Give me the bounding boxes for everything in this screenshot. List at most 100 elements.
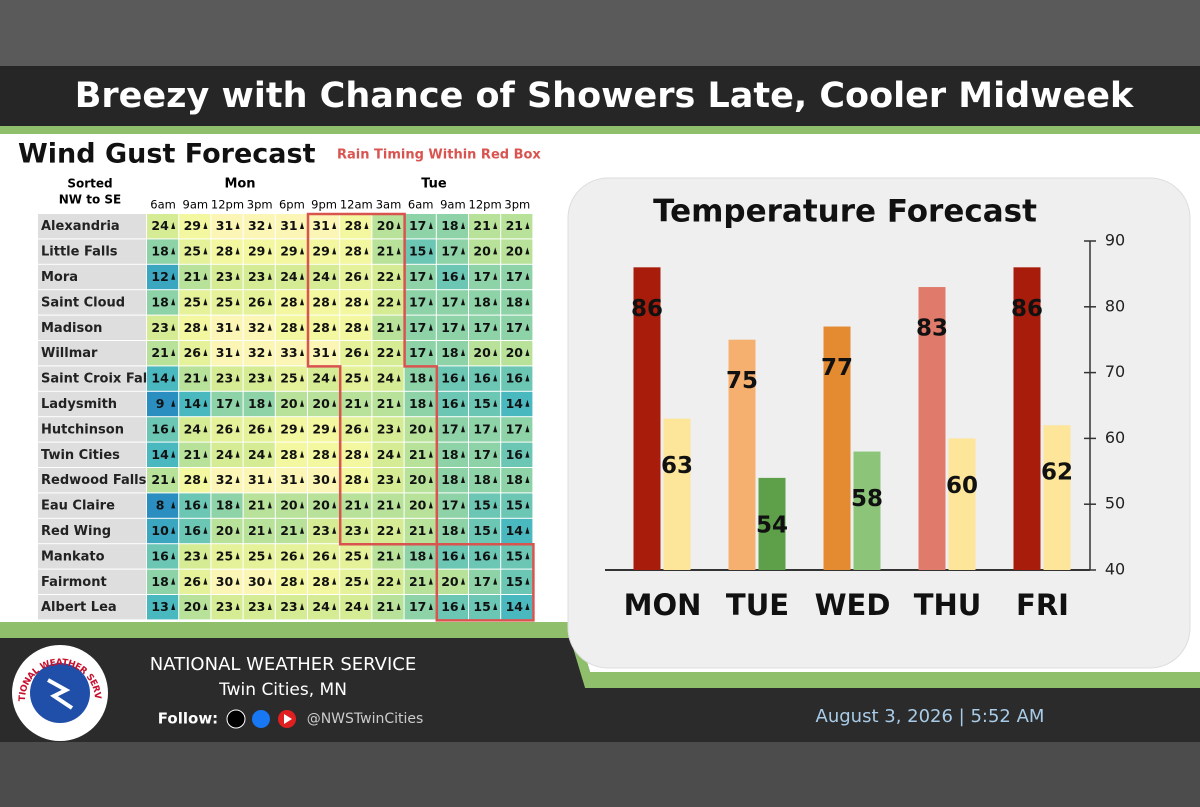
gust-value: 13 xyxy=(151,599,168,614)
wind-arrow xyxy=(203,323,208,331)
wind-arrow xyxy=(396,374,401,382)
gust-value: 16 xyxy=(441,371,459,386)
gust-value: 17 xyxy=(473,320,490,335)
title-bar xyxy=(0,66,1200,126)
gust-value: 25 xyxy=(345,371,362,386)
gust-value: 17 xyxy=(506,421,523,436)
wind-arrow xyxy=(396,298,401,306)
wind-arrow xyxy=(364,298,369,306)
gust-value: 29 xyxy=(184,218,201,233)
wind-arrow xyxy=(171,247,176,255)
gust-value: 26 xyxy=(248,421,266,436)
gust-value: 20 xyxy=(506,244,524,259)
x-icon[interactable] xyxy=(226,709,246,729)
wind-arrow xyxy=(300,323,304,331)
value-label: 86 xyxy=(1011,296,1043,322)
station-name: Fairmont xyxy=(41,575,107,590)
gust-value: 31 xyxy=(280,218,297,233)
wind-arrow xyxy=(396,501,401,509)
wind-arrow xyxy=(203,450,208,458)
wind-arrow xyxy=(525,222,530,229)
gust-value: 17 xyxy=(409,294,426,309)
gust-value: 23 xyxy=(377,421,394,436)
gust-value: 21 xyxy=(184,371,201,386)
gust-value: 29 xyxy=(280,244,297,259)
wind-arrow xyxy=(235,222,240,229)
wind-arrow xyxy=(267,450,272,458)
wind-arrow xyxy=(332,222,337,229)
wind-arrow xyxy=(461,526,465,534)
wind-arrow xyxy=(428,603,433,610)
value-label: 86 xyxy=(631,296,663,322)
gust-value: 15 xyxy=(473,599,490,614)
wind-arrow xyxy=(332,298,337,306)
wind-arrow xyxy=(396,272,401,280)
wind-arrow xyxy=(203,526,208,534)
wind-arrow xyxy=(396,425,401,433)
gust-value: 12 xyxy=(151,269,168,284)
gust-value: 20 xyxy=(473,244,491,259)
wind-arrow xyxy=(364,552,369,560)
gust-value: 18 xyxy=(506,294,523,309)
gust-value: 29 xyxy=(312,421,329,436)
station-name: Albert Lea xyxy=(41,600,117,615)
handle[interactable]: @NWSTwinCities xyxy=(307,711,424,727)
station-name: Redwood Falls xyxy=(41,473,147,488)
wind-arrow xyxy=(332,272,337,280)
name-cell xyxy=(38,366,146,391)
x-tick-label: THU xyxy=(914,588,982,622)
time-label: 3am xyxy=(376,198,402,212)
wind-arrow xyxy=(267,247,272,255)
wind-arrow xyxy=(461,501,465,509)
facebook-icon[interactable] xyxy=(252,710,270,728)
follow: Follow: xyxy=(158,710,218,728)
gust-value: 28 xyxy=(345,472,362,487)
gust-value: 22 xyxy=(377,574,394,589)
wind-arrow xyxy=(493,425,498,433)
bar xyxy=(1013,267,1041,570)
name-cell xyxy=(38,493,146,518)
wind-arrow xyxy=(332,247,337,255)
wind-arrow xyxy=(203,222,208,229)
wind-arrow xyxy=(203,374,208,382)
gust-value: 29 xyxy=(312,244,329,259)
wind-arrow xyxy=(171,603,176,610)
gust-value: 17 xyxy=(441,320,458,335)
wind-arrow xyxy=(428,298,433,306)
station-name: Red Wing xyxy=(41,524,111,539)
gust-value: 18 xyxy=(248,396,265,411)
gust-value: 21 xyxy=(473,218,490,233)
gust-value: 15 xyxy=(506,574,523,589)
gust-value: 20 xyxy=(280,498,298,513)
wind-arrow xyxy=(235,272,240,280)
wind-arrow xyxy=(332,450,337,458)
gust-value: 16 xyxy=(184,523,202,538)
gust-value: 16 xyxy=(473,548,491,563)
wind-arrow xyxy=(235,425,240,433)
gust-value: 26 xyxy=(216,421,234,436)
time-label: 6pm xyxy=(279,198,305,212)
gust-value: 21 xyxy=(506,218,523,233)
wind-arrow xyxy=(493,501,498,509)
gust-value: 18 xyxy=(151,294,168,309)
name-cell xyxy=(38,518,146,544)
gust-value: 25 xyxy=(345,548,362,563)
gust-value: 25 xyxy=(184,244,201,259)
station-name: Hutchinson xyxy=(41,422,124,437)
bar xyxy=(918,287,946,570)
station-name: Alexandria xyxy=(41,219,120,234)
gust-value: 26 xyxy=(345,269,363,284)
time-label: 9am xyxy=(440,198,466,212)
gust-value: 23 xyxy=(184,548,201,563)
org: NATIONAL WEATHER SERVICE xyxy=(150,654,416,675)
gust-value: 14 xyxy=(506,523,524,538)
gust-value: 17 xyxy=(409,599,426,614)
wind-arrow xyxy=(364,323,369,331)
wind-arrow xyxy=(203,425,208,433)
wind-arrow xyxy=(171,577,176,585)
wind-arrow xyxy=(396,577,401,585)
wind-arrow xyxy=(525,323,530,331)
gust-value: 18 xyxy=(506,472,523,487)
wind-arrow xyxy=(203,501,208,509)
gust-value: 20 xyxy=(216,523,234,538)
